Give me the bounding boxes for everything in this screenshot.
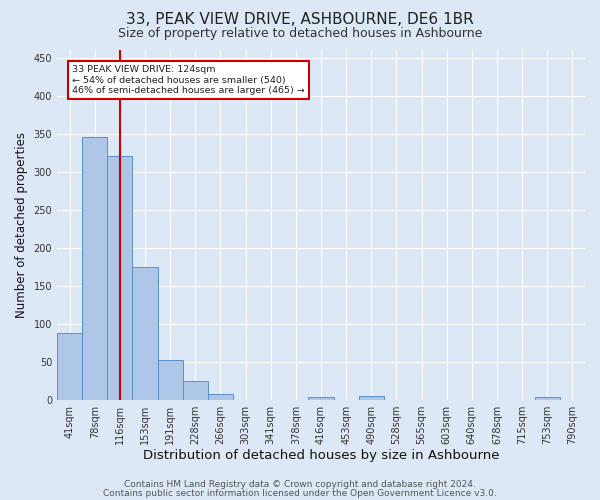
Text: Contains public sector information licensed under the Open Government Licence v3: Contains public sector information licen… — [103, 490, 497, 498]
Text: 33, PEAK VIEW DRIVE, ASHBOURNE, DE6 1BR: 33, PEAK VIEW DRIVE, ASHBOURNE, DE6 1BR — [126, 12, 474, 28]
Bar — [308, 396, 334, 400]
Bar — [82, 138, 107, 400]
Bar — [158, 360, 183, 400]
Y-axis label: Number of detached properties: Number of detached properties — [15, 132, 28, 318]
Bar — [359, 396, 384, 400]
Text: Contains HM Land Registry data © Crown copyright and database right 2024.: Contains HM Land Registry data © Crown c… — [124, 480, 476, 489]
Bar — [57, 333, 82, 400]
Text: Size of property relative to detached houses in Ashbourne: Size of property relative to detached ho… — [118, 28, 482, 40]
Bar — [107, 156, 133, 400]
X-axis label: Distribution of detached houses by size in Ashbourne: Distribution of detached houses by size … — [143, 450, 499, 462]
Text: 33 PEAK VIEW DRIVE: 124sqm
← 54% of detached houses are smaller (540)
46% of sem: 33 PEAK VIEW DRIVE: 124sqm ← 54% of deta… — [72, 65, 305, 95]
Bar — [183, 380, 208, 400]
Bar — [208, 394, 233, 400]
Bar — [535, 396, 560, 400]
Bar — [133, 266, 158, 400]
